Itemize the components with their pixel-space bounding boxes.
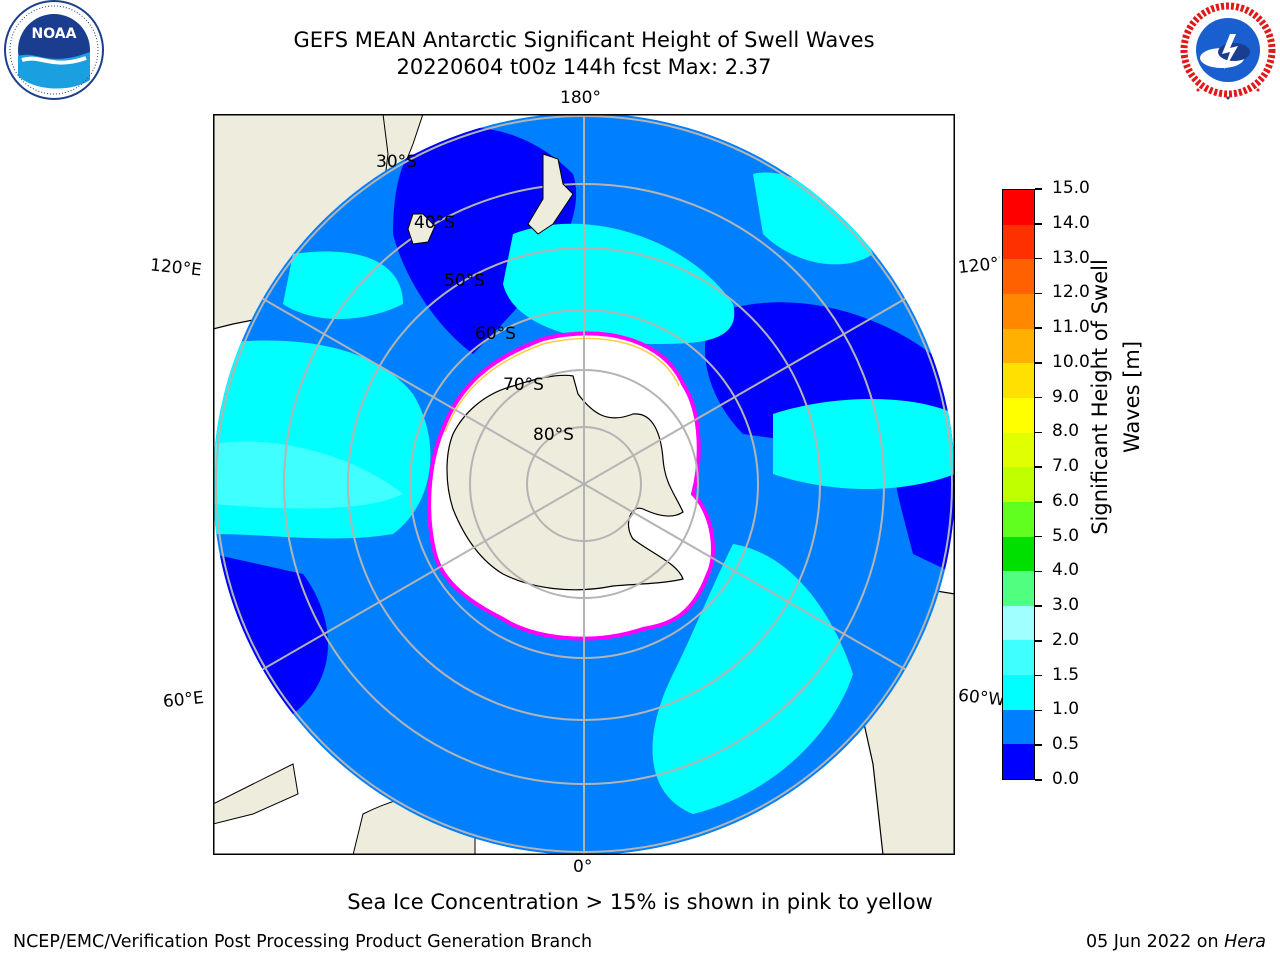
colorbar-segment bbox=[1003, 224, 1034, 260]
colorbar-tick-label: 11.0 bbox=[1052, 317, 1090, 338]
colorbar-segment bbox=[1003, 605, 1034, 641]
colorbar-tick-label: 14.0 bbox=[1052, 212, 1090, 233]
lat-label-70s: 70°S bbox=[503, 375, 544, 395]
colorbar-segment bbox=[1003, 675, 1034, 710]
colorbar-tick-mark bbox=[1035, 257, 1042, 260]
colorbar-tick-label: 12.0 bbox=[1052, 282, 1090, 303]
colorbar-tick-label: 6.0 bbox=[1052, 490, 1080, 511]
colorbar-segment bbox=[1003, 536, 1034, 572]
colorbar-tick-mark bbox=[1035, 501, 1042, 503]
colorbar-tick-mark bbox=[1035, 327, 1042, 329]
colorbar-tick-mark bbox=[1035, 292, 1042, 295]
footer-branch: NCEP/EMC/Verification Post Processing Pr… bbox=[13, 932, 593, 952]
noaa-logo: NOAA bbox=[2, 0, 106, 104]
polar-map bbox=[212, 113, 956, 856]
colorbar-segment bbox=[1003, 363, 1034, 398]
colorbar-segment bbox=[1003, 709, 1034, 745]
colorbar-tick-mark bbox=[1035, 362, 1042, 364]
colorbar-tick-mark bbox=[1035, 466, 1042, 468]
colorbar-tick-label: 9.0 bbox=[1052, 386, 1080, 407]
colorbar-segment bbox=[1003, 744, 1034, 779]
colorbar-tick-label: 4.0 bbox=[1052, 560, 1080, 581]
colorbar-tick-label: 2.0 bbox=[1052, 629, 1080, 650]
lat-label-40s: 40°S bbox=[414, 213, 455, 233]
colorbar-segment bbox=[1003, 640, 1034, 676]
colorbar-tick-label: 15.0 bbox=[1052, 178, 1090, 198]
colorbar-tick-label: 7.0 bbox=[1052, 456, 1080, 477]
colorbar-segment bbox=[1003, 467, 1034, 502]
colorbar-tick-mark bbox=[1035, 640, 1042, 642]
colorbar-segment bbox=[1003, 397, 1034, 433]
svg-text:NOAA: NOAA bbox=[32, 26, 77, 42]
colorbar-label-line2: Waves [m] bbox=[1120, 340, 1144, 454]
chart-title-line1: GEFS MEAN Antarctic Significant Height o… bbox=[293, 28, 875, 52]
colorbar-tick-mark bbox=[1035, 779, 1042, 781]
colorbar-segment bbox=[1003, 432, 1034, 468]
colorbar-tick-label: 0.5 bbox=[1052, 734, 1080, 755]
colorbar-tick-mark bbox=[1035, 396, 1042, 399]
colorbar-segment bbox=[1003, 571, 1034, 606]
sea-ice-note: Sea Ice Concentration > 15% is shown in … bbox=[347, 890, 933, 914]
colorbar-tick-label: 8.0 bbox=[1052, 421, 1080, 442]
colorbar-tick-label: 1.5 bbox=[1052, 664, 1080, 685]
colorbar-tick-label: 13.0 bbox=[1052, 247, 1090, 268]
lon-label-bottom: 0° bbox=[573, 857, 593, 877]
lat-label-30s: 30°S bbox=[376, 152, 417, 172]
chart-title-line2: 20220604 t00z 144h fcst Max: 2.37 bbox=[396, 55, 772, 79]
colorbar-tick-mark bbox=[1035, 674, 1042, 677]
colorbar-tick-label: 1.0 bbox=[1052, 699, 1080, 720]
colorbar-tick-mark bbox=[1035, 570, 1042, 573]
lon-label-upper-right: 120°W bbox=[957, 253, 1001, 279]
lon-label-top: 180° bbox=[560, 88, 601, 108]
colorbar-tick-label: 10.0 bbox=[1052, 351, 1090, 372]
graticule bbox=[213, 113, 955, 855]
colorbar-segment bbox=[1003, 294, 1034, 329]
lon-label-upper-left: 120°E bbox=[149, 255, 203, 281]
lat-label-80s: 80°S bbox=[533, 425, 574, 445]
colorbar-tick-mark bbox=[1035, 188, 1042, 190]
colorbar-segment bbox=[1003, 190, 1034, 225]
lat-label-50s: 50°S bbox=[444, 271, 485, 291]
colorbar-tick-mark bbox=[1035, 605, 1042, 607]
colorbar-tick-mark bbox=[1035, 223, 1042, 225]
footer-date: 05 Jun 2022 on Hera bbox=[1086, 932, 1266, 952]
colorbar bbox=[1002, 189, 1035, 780]
lon-label-lower-left: 60°E bbox=[162, 687, 205, 713]
footer-machine: Hera bbox=[1224, 932, 1266, 952]
lon-label-lower-right: 60°W bbox=[957, 685, 1003, 711]
colorbar-tick-mark bbox=[1035, 535, 1042, 538]
colorbar-tick-mark bbox=[1035, 709, 1042, 712]
lat-label-60s: 60°S bbox=[475, 324, 516, 344]
footer-date-text: 05 Jun 2022 on bbox=[1085, 932, 1225, 952]
colorbar-tick-label: 3.0 bbox=[1052, 595, 1080, 616]
colorbar-segment bbox=[1003, 259, 1034, 295]
nws-logo bbox=[1176, 0, 1280, 104]
colorbar-tick-mark bbox=[1035, 431, 1042, 434]
colorbar-tick-label: 0.0 bbox=[1052, 769, 1080, 789]
colorbar-tick-label: 5.0 bbox=[1052, 525, 1080, 546]
colorbar-segment bbox=[1003, 501, 1034, 537]
colorbar-label-line1: Significant Height of Swell bbox=[1088, 259, 1112, 535]
colorbar-tick-mark bbox=[1035, 744, 1042, 746]
colorbar-segment bbox=[1003, 328, 1034, 364]
